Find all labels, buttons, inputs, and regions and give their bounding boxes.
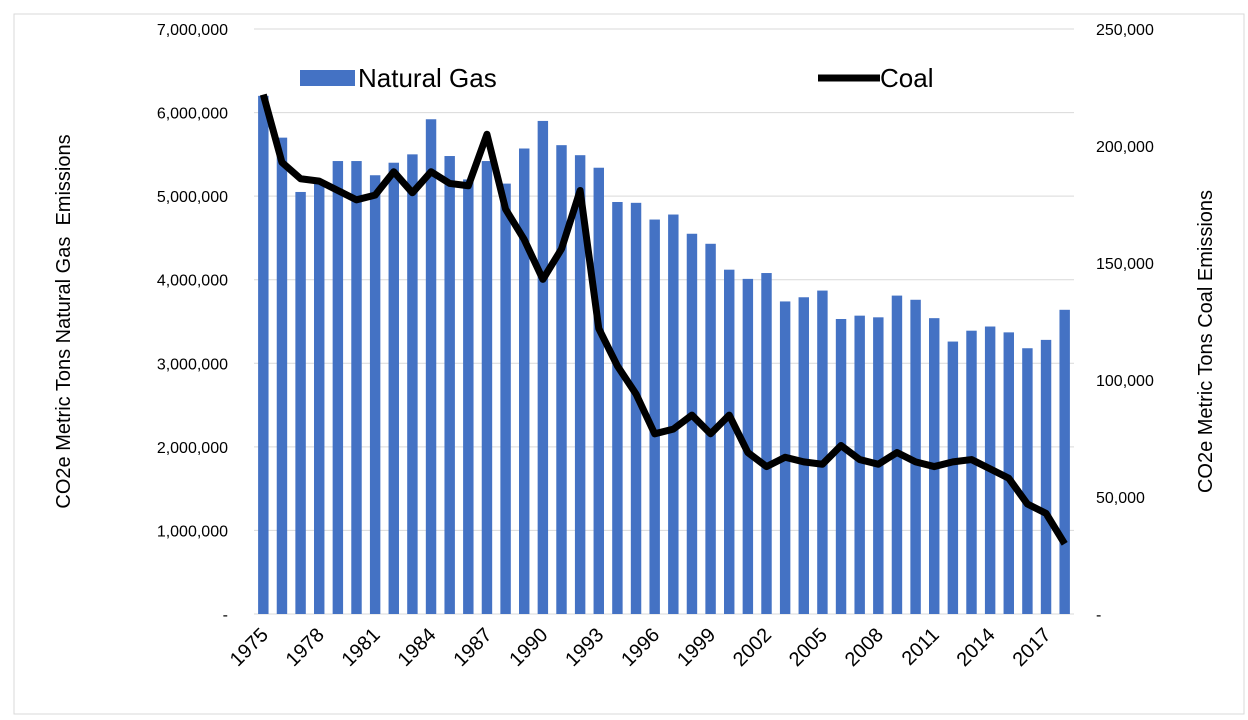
y2-axis-title: CO2e Metric Tons Coal Emissions <box>1195 190 1217 493</box>
bar <box>463 179 474 614</box>
bar <box>612 201 623 614</box>
x-tick-label: 1984 <box>394 624 441 671</box>
x-tick-label: 1999 <box>673 624 720 671</box>
bar <box>854 315 865 614</box>
y2-tick-label: 150,000 <box>1096 256 1154 273</box>
x-tick-label: 1990 <box>505 624 552 671</box>
legend-label: Coal <box>880 63 933 93</box>
x-tick-label: 1981 <box>338 624 385 671</box>
bar <box>388 162 399 614</box>
bar <box>724 269 735 614</box>
y-axis-title: CO2e Metric Tons Natural Gas Emissions <box>53 134 75 508</box>
y-tick-label: 5,000,000 <box>157 189 228 206</box>
x-tick-label: 1987 <box>449 624 496 671</box>
x-tick-label: 1978 <box>282 624 329 671</box>
bar <box>668 214 679 614</box>
bar <box>500 183 511 614</box>
y-tick-label: - <box>223 607 228 624</box>
chart-border <box>13 13 1245 715</box>
bar <box>369 175 381 614</box>
bar <box>276 137 288 614</box>
y-tick-label: 6,000,000 <box>157 106 228 123</box>
bar <box>295 191 306 614</box>
bar <box>407 154 418 614</box>
bar <box>258 95 269 615</box>
bar <box>574 155 586 614</box>
bar <box>798 297 809 614</box>
x-tick-label: 2005 <box>785 624 832 671</box>
bar <box>649 219 660 615</box>
x-tick-label: 2011 <box>898 624 944 670</box>
y-tick-label: 7,000,000 <box>157 22 228 39</box>
x-tick-label: 1996 <box>617 624 664 671</box>
x-tick-label: 2017 <box>1009 624 1056 671</box>
legend-label: Natural Gas <box>358 63 497 93</box>
bar <box>519 148 530 614</box>
y2-tick-label: 200,000 <box>1096 139 1154 156</box>
line <box>259 93 1068 546</box>
bar <box>556 145 567 614</box>
bar <box>1059 309 1070 614</box>
bar <box>351 161 362 615</box>
bar <box>910 299 921 614</box>
y2-tick-label: - <box>1096 607 1101 624</box>
y-tick-label: 4,000,000 <box>157 273 228 290</box>
bar <box>1003 332 1014 614</box>
bar <box>1022 348 1033 614</box>
bar <box>966 330 977 614</box>
x-tick-label: 2008 <box>841 624 888 671</box>
bar <box>761 273 772 614</box>
x-tick-label: 2002 <box>729 624 776 671</box>
bar <box>444 156 455 614</box>
bar <box>686 233 698 614</box>
x-tick-label: 1975 <box>226 624 273 671</box>
bar <box>1040 339 1052 614</box>
bar <box>425 119 437 614</box>
y2-tick-label: 250,000 <box>1096 22 1154 39</box>
y2-tick-label: 100,000 <box>1096 373 1154 390</box>
bar <box>481 161 493 615</box>
legend-swatch <box>300 70 355 86</box>
bar <box>835 318 847 614</box>
y2-tick-label: 50,000 <box>1096 490 1145 507</box>
y-tick-label: 1,000,000 <box>157 523 228 540</box>
bar <box>817 290 828 614</box>
bar <box>332 161 344 615</box>
bar <box>630 202 642 615</box>
x-tick-label: 1993 <box>561 624 608 671</box>
y-tick-label: 3,000,000 <box>157 356 228 373</box>
y-tick-label: 2,000,000 <box>157 440 228 457</box>
bar <box>947 341 959 614</box>
x-tick-label: 2014 <box>953 624 1000 671</box>
bar <box>314 183 325 614</box>
bar <box>593 167 604 614</box>
bar <box>537 120 549 614</box>
